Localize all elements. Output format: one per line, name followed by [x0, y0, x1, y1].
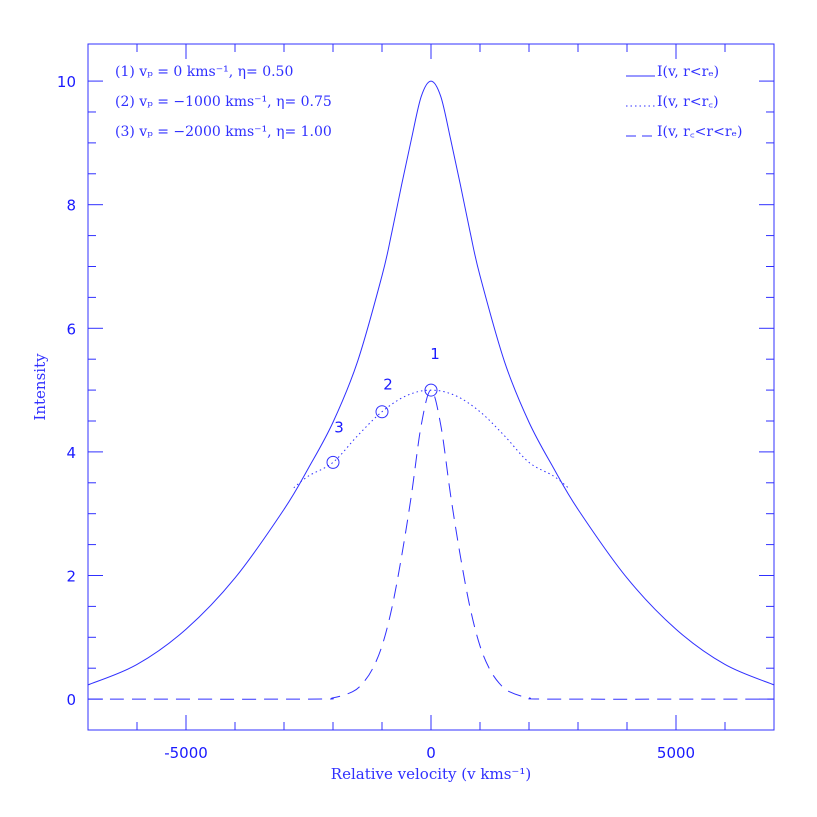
annotation-line: (2) vₚ = −1000 kms⁻¹, η= 0.75	[115, 94, 332, 110]
series-curves	[87, 80, 775, 700]
point-markers: 1 2 3	[326, 345, 440, 469]
annotation-block: (1) vₚ = 0 kms⁻¹, η= 0.50 (2) vₚ = −1000 …	[115, 64, 332, 140]
axis-ticks	[87, 44, 775, 730]
point-marker-label: 2	[383, 376, 393, 394]
x-tick-label: 5000	[657, 744, 695, 762]
point-marker	[375, 405, 389, 419]
legend-label: I(v, r<rₑ)	[657, 64, 719, 80]
series-line-dashed	[87, 389, 775, 700]
x-tick-label: -5000	[164, 744, 208, 762]
x-tick-label: 0	[426, 744, 436, 762]
legend-label: I(v, r<r꜀)	[657, 94, 719, 110]
series-line-dotted	[293, 389, 569, 489]
legend: I(v, r<rₑ) I(v, r<r꜀) I(v, r꜀<r<rₑ)	[626, 64, 742, 140]
annotation-line: (3) vₚ = −2000 kms⁻¹, η= 1.00	[115, 124, 332, 140]
y-tick-label: 4	[66, 444, 76, 462]
point-marker	[326, 455, 340, 469]
point-marker-label: 3	[334, 418, 344, 436]
plot-frame	[87, 43, 775, 731]
y-tick-label: 10	[57, 73, 76, 91]
legend-label: I(v, r꜀<r<rₑ)	[657, 124, 742, 140]
annotation-line: (1) vₚ = 0 kms⁻¹, η= 0.50	[115, 64, 293, 80]
y-tick-label: 2	[66, 567, 76, 585]
point-marker	[424, 383, 438, 397]
y-tick-label: 6	[66, 320, 76, 338]
y-tick-label: 8	[66, 197, 76, 215]
y-tick-label: 0	[66, 691, 76, 709]
axis-tick-labels: -5000 0 5000 0 2 4 6 8 10	[57, 73, 695, 762]
point-marker-label: 1	[430, 345, 440, 363]
y-axis-label: Intensity	[31, 353, 49, 421]
series-line-solid	[87, 80, 775, 686]
x-axis-label: Relative velocity (v kms⁻¹)	[331, 765, 531, 783]
